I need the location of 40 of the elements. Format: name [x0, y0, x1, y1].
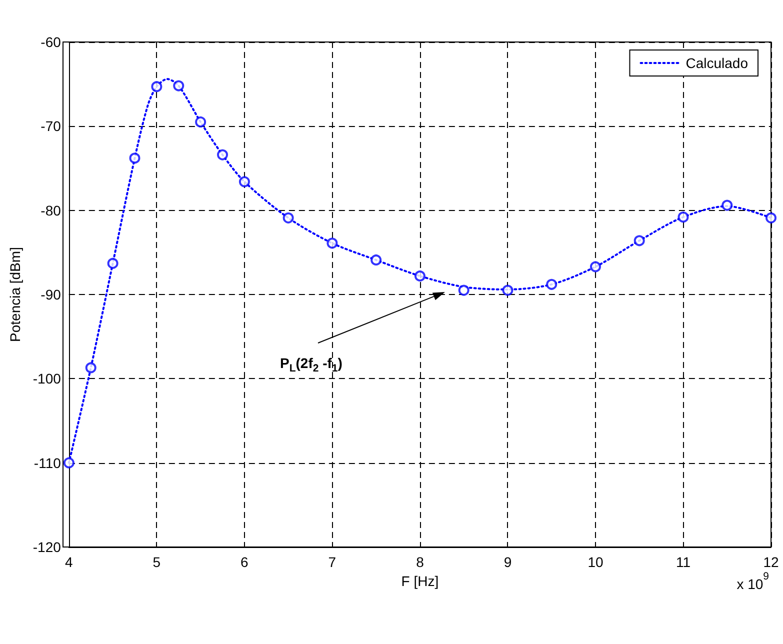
point [546, 278, 558, 290]
x-tick-label: 5 [152, 554, 161, 570]
point [173, 80, 184, 92]
point [129, 152, 140, 164]
x-tick-label: 9 [504, 554, 512, 570]
point [107, 258, 118, 269]
x-tick-label: 12 [763, 554, 779, 570]
x-tick-label: 7 [328, 554, 336, 570]
y-tick-label: -100 [32, 370, 62, 387]
point [634, 235, 645, 246]
x-tick-label: 8 [416, 554, 424, 570]
x-axis-title: F [Hz] [401, 572, 439, 589]
point [458, 284, 470, 296]
point [63, 457, 74, 468]
y-tick-label: -70 [40, 118, 62, 134]
x-tick-label: 11 [676, 554, 691, 570]
point [722, 200, 733, 211]
point [414, 270, 426, 282]
y-tick-label: -120 [32, 539, 62, 555]
point [151, 81, 162, 92]
point [282, 212, 294, 224]
point [195, 116, 206, 128]
legend-label: Calculado [686, 55, 748, 71]
point [502, 284, 514, 296]
point [678, 212, 689, 223]
point [370, 254, 382, 266]
y-tick-label: -60 [40, 34, 62, 50]
point [590, 261, 601, 272]
point [85, 362, 96, 374]
point [238, 176, 250, 188]
y-tick-label: -80 [40, 202, 62, 218]
point [326, 238, 338, 249]
x-tick-label: 4 [65, 554, 74, 570]
point [766, 212, 776, 224]
y-tick-label: -90 [40, 286, 62, 302]
y-tick-label: -110 [34, 454, 62, 471]
x-tick-label: 6 [240, 554, 249, 570]
x-tick-label: 10 [588, 554, 604, 570]
point [217, 149, 228, 160]
y-axis-title: Potencia [dBm] [7, 247, 23, 342]
